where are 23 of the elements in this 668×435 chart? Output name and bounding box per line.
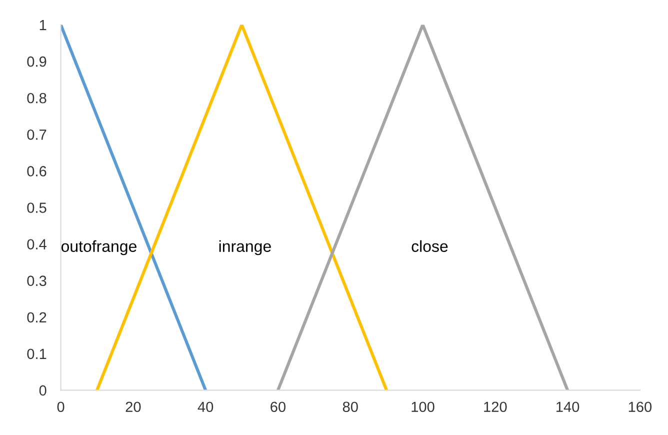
y-tick-label: 0.4 bbox=[27, 239, 46, 250]
annotation: outofrange bbox=[61, 240, 136, 256]
x-tick-label: 140 bbox=[556, 402, 580, 412]
y-tick-label: 0.9 bbox=[27, 56, 46, 67]
x-tick-label: 60 bbox=[270, 402, 286, 412]
y-tick-label: 0.6 bbox=[27, 166, 46, 176]
x-tick-label: 100 bbox=[412, 402, 434, 412]
x-tick-label: 120 bbox=[484, 402, 507, 412]
annotation: inrange bbox=[219, 240, 271, 256]
x-tick-label: 20 bbox=[126, 402, 141, 412]
annotation: close bbox=[412, 240, 448, 252]
x-tick-label: 80 bbox=[342, 402, 358, 412]
y-tick-label: 1 bbox=[40, 20, 46, 30]
y-tick-label: 0.3 bbox=[27, 276, 46, 286]
y-tick-label: 0.8 bbox=[27, 92, 46, 104]
y-tick-label: 0.5 bbox=[27, 202, 46, 213]
y-tick-label: 0.2 bbox=[27, 312, 46, 323]
x-tick-label: 0 bbox=[57, 402, 64, 412]
y-tick-label: 0 bbox=[39, 385, 46, 396]
x-tick-label: 160 bbox=[628, 402, 652, 412]
x-tick-label: 40 bbox=[198, 402, 214, 412]
y-tick-label: 0.7 bbox=[27, 130, 46, 140]
y-tick-label: 0.1 bbox=[27, 348, 46, 360]
